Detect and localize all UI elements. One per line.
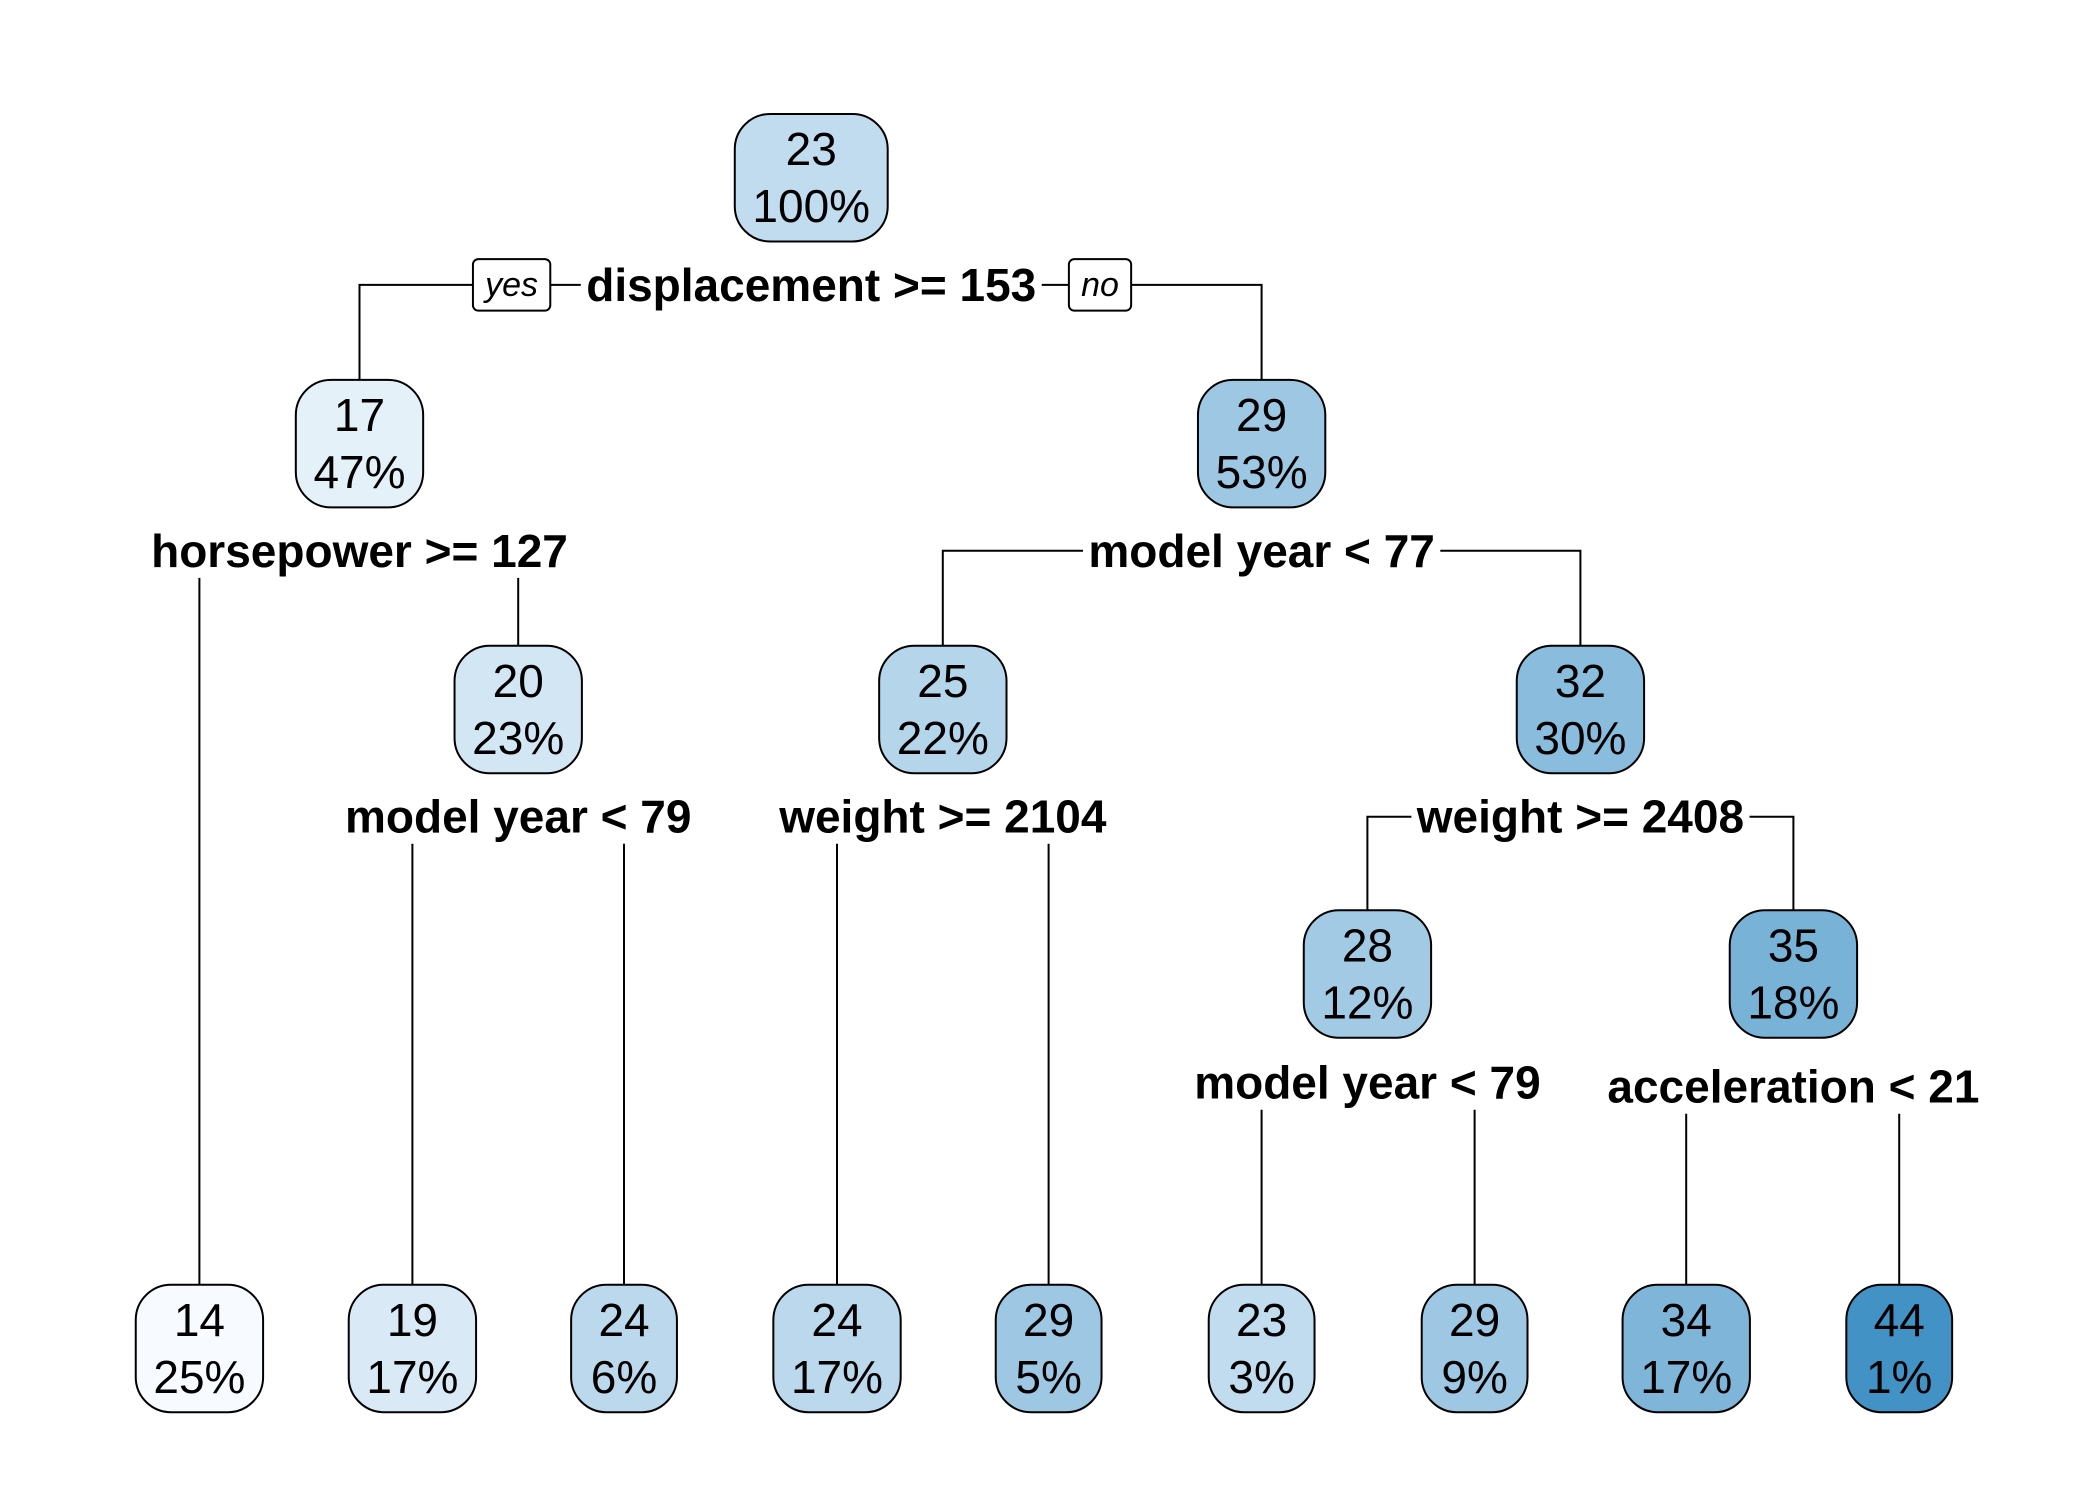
node-box bbox=[1621, 1283, 1751, 1414]
branch-label-yes: yes bbox=[483, 266, 538, 304]
node-percent: 5% bbox=[1015, 1351, 1081, 1403]
node-value: 19 bbox=[387, 1294, 438, 1346]
node-value: 29 bbox=[1023, 1294, 1074, 1346]
split-label-n6: weight >= 2104 bbox=[778, 791, 1107, 843]
split-label-n5: model year < 79 bbox=[345, 791, 691, 843]
node-percent: 17% bbox=[1640, 1351, 1732, 1403]
node-value: 14 bbox=[174, 1294, 225, 1346]
node-percent: 53% bbox=[1216, 446, 1308, 498]
node-box bbox=[1420, 1283, 1529, 1414]
node-box bbox=[1196, 378, 1327, 509]
node-box bbox=[134, 1283, 265, 1414]
node-value: 29 bbox=[1449, 1294, 1500, 1346]
node-value: 28 bbox=[1342, 920, 1393, 972]
node-value: 20 bbox=[493, 655, 544, 707]
branch-label-box-yes bbox=[471, 258, 552, 312]
split-label-n3: model year < 77 bbox=[1088, 525, 1434, 577]
node-box bbox=[1728, 909, 1859, 1039]
split-labels: displacement >= 153 horsepower >= 127 mode… bbox=[151, 259, 1979, 1113]
node-box bbox=[570, 1283, 678, 1414]
node-value: 23 bbox=[1236, 1294, 1287, 1346]
node-value: 25 bbox=[917, 655, 968, 707]
node-value: 32 bbox=[1555, 655, 1606, 707]
node-value: 44 bbox=[1874, 1294, 1925, 1346]
node-percent: 25% bbox=[153, 1351, 245, 1403]
tree-edges bbox=[198, 283, 1901, 1285]
tree-node-n31: 441% bbox=[1845, 1283, 1954, 1414]
node-box bbox=[453, 644, 583, 775]
node-box bbox=[1515, 644, 1646, 775]
node-percent: 30% bbox=[1534, 712, 1626, 764]
node-value: 34 bbox=[1661, 1294, 1712, 1346]
branch-label-no: no bbox=[1081, 266, 1119, 304]
node-percent: 18% bbox=[1747, 977, 1839, 1029]
split-label-n15: acceleration < 21 bbox=[1607, 1061, 1979, 1113]
split-label-n2: horsepower >= 127 bbox=[151, 525, 568, 577]
node-percent: 9% bbox=[1441, 1351, 1507, 1403]
tree-node-n29: 299% bbox=[1420, 1283, 1529, 1414]
node-percent: 17% bbox=[791, 1351, 883, 1403]
node-box bbox=[1845, 1283, 1954, 1414]
split-label-n1: displacement >= 153 bbox=[586, 259, 1036, 311]
branch-labels: yes no bbox=[471, 258, 1133, 312]
node-percent: 1% bbox=[1866, 1351, 1932, 1403]
node-value: 23 bbox=[786, 123, 837, 175]
edge-n7-n14 bbox=[1366, 815, 1412, 911]
node-value: 35 bbox=[1768, 920, 1819, 972]
node-percent: 17% bbox=[366, 1351, 458, 1403]
node-percent: 3% bbox=[1228, 1351, 1294, 1403]
node-value: 17 bbox=[334, 389, 385, 441]
node-box bbox=[347, 1283, 478, 1414]
edge-n3-n6 bbox=[941, 549, 1083, 646]
tree-nodes: 23100%1747%2953%1425%2023%1917%246%2522%… bbox=[134, 112, 1954, 1414]
edge-n3-n7 bbox=[1440, 549, 1582, 646]
tree-node-n28: 233% bbox=[1207, 1283, 1316, 1414]
node-box bbox=[733, 112, 889, 243]
node-box bbox=[1207, 1283, 1316, 1414]
split-label-n7: weight >= 2408 bbox=[1416, 791, 1744, 843]
node-box bbox=[294, 378, 425, 509]
node-percent: 23% bbox=[472, 712, 564, 764]
tree-node-n11: 246% bbox=[570, 1283, 678, 1414]
edge-n7-n15 bbox=[1749, 815, 1795, 911]
node-value: 29 bbox=[1236, 389, 1287, 441]
node-percent: 6% bbox=[591, 1351, 657, 1403]
node-box bbox=[1302, 909, 1433, 1039]
node-box bbox=[772, 1283, 902, 1414]
node-box bbox=[994, 1283, 1103, 1414]
split-label-n14: model year < 79 bbox=[1194, 1057, 1540, 1109]
node-percent: 22% bbox=[897, 712, 989, 764]
tree-node-n13: 295% bbox=[994, 1283, 1103, 1414]
node-value: 24 bbox=[811, 1294, 862, 1346]
node-percent: 100% bbox=[752, 180, 870, 232]
node-percent: 47% bbox=[313, 446, 405, 498]
node-value: 24 bbox=[598, 1294, 649, 1346]
branch-label-box-no bbox=[1067, 258, 1133, 312]
node-box bbox=[878, 644, 1008, 775]
node-percent: 12% bbox=[1321, 977, 1413, 1029]
